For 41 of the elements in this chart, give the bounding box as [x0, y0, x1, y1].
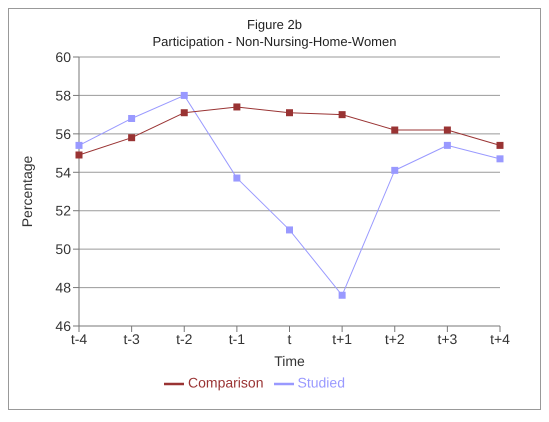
x-tick-label: t — [288, 330, 292, 347]
y-tick-label: 50 — [55, 241, 72, 258]
x-tick-label: t-1 — [228, 330, 246, 347]
y-tick-label: 56 — [55, 126, 72, 142]
point — [391, 126, 398, 134]
y-tick-label: 52 — [55, 202, 72, 219]
point — [128, 114, 136, 122]
legend-label: Studied — [298, 374, 345, 391]
x-tick-label: t+3 — [437, 330, 458, 347]
point — [338, 111, 346, 118]
y-tick-label: 58 — [55, 87, 72, 104]
point — [496, 142, 504, 149]
point — [444, 126, 451, 134]
x-tick-label: t+4 — [490, 330, 510, 347]
x-tick-label: t-4 — [70, 330, 88, 347]
point — [76, 142, 82, 149]
y-tick-label: 46 — [55, 318, 72, 334]
point — [338, 292, 346, 299]
point — [76, 151, 82, 158]
chart-subtitle: Participation - Non-Nursing-Home-Women — [152, 34, 398, 49]
legend-label: Comparison — [188, 374, 264, 391]
point — [233, 174, 240, 182]
point — [286, 109, 293, 116]
point — [391, 166, 398, 174]
point — [233, 103, 240, 110]
point — [286, 226, 293, 234]
y-tick-label: 60 — [55, 48, 72, 65]
x-tick-label: t-2 — [176, 330, 193, 347]
x-tick-label: t-3 — [123, 330, 140, 347]
point — [496, 155, 504, 162]
y-tick-label: 54 — [55, 164, 72, 180]
point — [444, 142, 451, 149]
x-tick-label: t+1 — [332, 330, 352, 347]
point — [128, 134, 136, 142]
point — [180, 92, 188, 99]
y-axis-title: Percentage — [18, 155, 35, 228]
point — [180, 109, 188, 116]
chart-title: Figure 2b — [246, 17, 303, 32]
x-tick-label: t+2 — [384, 330, 405, 347]
x-axis-title: Time — [274, 353, 306, 369]
y-tick-label: 48 — [55, 280, 72, 296]
